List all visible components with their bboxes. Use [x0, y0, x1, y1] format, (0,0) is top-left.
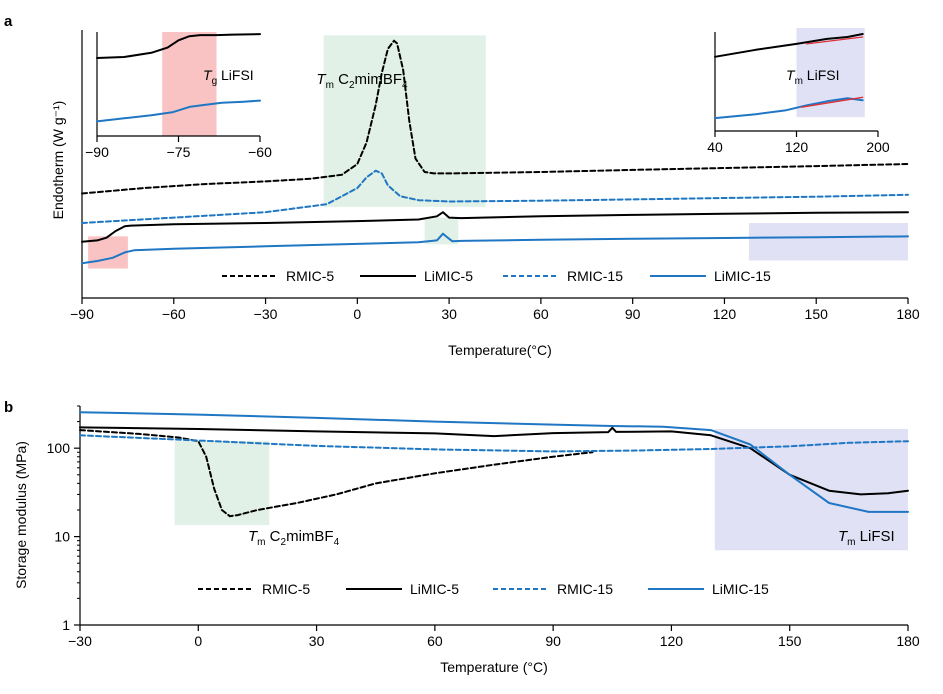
b-xtick-label: 0 — [194, 633, 202, 649]
a-xtick-label: 30 — [441, 306, 457, 322]
i2-xtick-label: 200 — [866, 139, 890, 155]
panel-b-annotation-lifsi: Tm LiFSI — [838, 528, 895, 548]
i2-xtick-label: 40 — [707, 139, 723, 155]
legend-b-limic5-label: LiMIC-5 — [410, 581, 459, 597]
a-xtick-label: −90 — [70, 306, 94, 322]
b-xtick-label: 180 — [896, 633, 920, 649]
legend-b-rmic15-label: RMIC-15 — [557, 581, 613, 597]
i1-xtick-label: −90 — [85, 144, 109, 160]
legend-a-limic5-label: LiMIC-5 — [424, 268, 473, 284]
panel-b-legend: RMIC-5 LiMIC-5 RMIC-15 LiMIC-15 — [198, 581, 769, 597]
panel-a-xlabel: Temperature(°C) — [448, 342, 552, 358]
a-series-limic-5 — [81, 211, 909, 243]
i1-xtick-label: −75 — [167, 144, 191, 160]
panel-a-ylabel: Endotherm (W g⁻¹) — [50, 101, 66, 220]
i1-series-limic-15 — [96, 99, 261, 123]
inset-tg-lifsi: −90 −75 −60 Tg LiFSI — [85, 32, 272, 160]
i2-series-limic-5 — [714, 33, 864, 58]
panel-a-label: a — [4, 13, 13, 30]
b-xtick-label: −30 — [68, 633, 92, 649]
i2-xtick-label: 120 — [785, 139, 809, 155]
panel-b-xlabel: Temperature (°C) — [440, 659, 548, 675]
a-xtick-label: 180 — [896, 306, 920, 322]
a-xtick-label: 120 — [713, 306, 737, 322]
a-band-rmic5-peak-region — [424, 217, 459, 245]
panel-b-axes: −30 0 30 60 90 120 150 180 1 10 100 — [47, 405, 920, 649]
inset-2-axes: 40 120 200 — [707, 32, 890, 155]
a-band-tm-c2mimbf4 — [323, 35, 486, 207]
panel-b-annotation-c2mimbf4: Tm C2mimBF4 — [248, 528, 340, 548]
b-xtick-label: 90 — [545, 633, 561, 649]
inset-1-axes: −90 −75 −60 — [85, 32, 272, 160]
inset-2-lines — [714, 33, 864, 120]
b-ytick-label: 1 — [62, 617, 70, 633]
legend-a-rmic15-label: RMIC-15 — [567, 268, 623, 284]
i1-xtick-label: −60 — [248, 144, 272, 160]
inset-1-annotation: Tg LiFSI — [203, 67, 254, 87]
panel-b-ylabel: Storage modulus (MPa) — [13, 441, 29, 589]
b-series-limic-5 — [79, 426, 909, 496]
b-series-rmic-15 — [79, 434, 909, 453]
inset-tm-lifsi: 40 120 200 Tm LiFSI — [707, 28, 890, 155]
b-ytick-label: 10 — [54, 529, 70, 545]
panel-a: a −90 −60 −30 0 30 60 90 120 150 180 Temperature(… — [4, 13, 920, 358]
b-xtick-label: 60 — [427, 633, 443, 649]
a-series-rmic-5 — [81, 39, 909, 195]
b-xtick-label: 120 — [660, 633, 684, 649]
i1-series-limic-5 — [96, 33, 261, 59]
i1-band-tg-lifsi-inset — [162, 32, 217, 136]
a-xtick-label: 60 — [533, 306, 549, 322]
b-band-tm-c2mimbf4 — [174, 441, 270, 526]
inset-1-bands — [162, 32, 217, 136]
panel-a-bands — [88, 35, 908, 269]
panel-b: b −30 0 30 60 90 120 150 180 1 10 100 Temperature … — [4, 399, 920, 675]
a-xtick-label: −60 — [162, 306, 186, 322]
inset-2-annotation: Tm LiFSI — [786, 67, 839, 87]
legend-b-limic15-label: LiMIC-15 — [712, 581, 769, 597]
legend-b-rmic5-label: RMIC-5 — [262, 581, 310, 597]
a-xtick-label: 0 — [353, 306, 361, 322]
inset-1-lines — [96, 33, 261, 123]
i2-series-fit-upper — [806, 36, 864, 45]
panel-b-bands — [174, 428, 908, 551]
legend-a-rmic5-label: RMIC-5 — [286, 268, 334, 284]
b-ytick-label: 100 — [47, 440, 71, 456]
panel-a-axes: −90 −60 −30 0 30 60 90 120 150 180 — [70, 30, 920, 322]
a-xtick-label: −30 — [254, 306, 278, 322]
b-xtick-label: 150 — [778, 633, 802, 649]
a-band-tg-lifsi — [88, 236, 128, 269]
b-xtick-label: 30 — [309, 633, 325, 649]
a-xtick-label: 150 — [805, 306, 829, 322]
i2-series-fit-lower — [800, 96, 864, 108]
b-series-rmic-5 — [79, 429, 594, 518]
i2-series-limic-15 — [714, 97, 864, 120]
a-xtick-label: 90 — [625, 306, 641, 322]
a-series-rmic-15 — [81, 169, 909, 224]
panel-a-lines — [81, 39, 909, 265]
a-band-tm-lifsi — [748, 222, 908, 261]
b-series-limic-15 — [79, 411, 909, 513]
a-series-limic-15 — [81, 232, 909, 265]
panel-a-legend: RMIC-5 LiMIC-5 RMIC-15 LiMIC-15 — [222, 268, 771, 284]
panel-a-annotation: Tm C2mimBF4 — [316, 71, 408, 91]
panel-b-label: b — [4, 399, 13, 416]
legend-a-limic15-label: LiMIC-15 — [714, 268, 771, 284]
panel-b-lines — [79, 411, 909, 518]
